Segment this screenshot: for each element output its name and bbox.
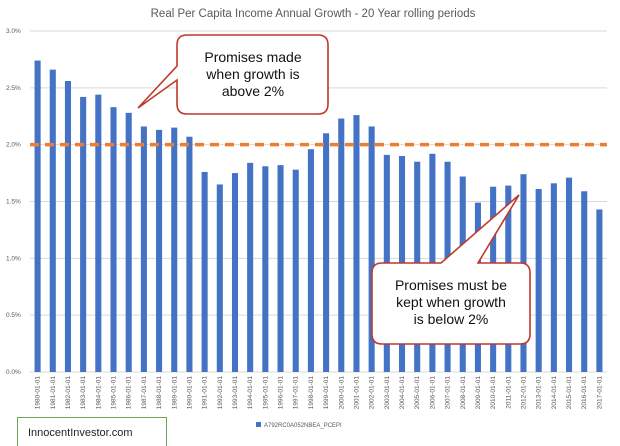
legend-swatch: [256, 422, 261, 427]
x-tick-label: 2008-01-01: [460, 376, 467, 410]
x-tick-label: 1991-01-01: [202, 376, 209, 410]
callout-top-line: when growth is: [206, 66, 300, 82]
x-tick-label: 1998-01-01: [308, 376, 315, 410]
bar: [277, 165, 284, 372]
bar: [596, 209, 603, 372]
x-tick-label: 2001-01-01: [353, 376, 360, 410]
x-tick-label: 1993-01-01: [232, 376, 239, 410]
x-tick-label: 1984-01-01: [95, 376, 102, 410]
callout-top-line: Promises made: [204, 49, 302, 65]
x-tick-label: 1994-01-01: [247, 376, 254, 410]
bar: [550, 183, 557, 372]
x-tick-label: 2014-01-01: [551, 376, 558, 410]
x-tick-label: 1995-01-01: [262, 376, 269, 410]
x-tick-label: 2002-01-01: [369, 376, 376, 410]
callout-top-shape: [137, 34, 329, 115]
credit-text: InnocentInvestor.com: [28, 427, 133, 439]
x-tick-label: 1999-01-01: [323, 376, 330, 410]
bar: [231, 173, 239, 372]
bar: [307, 149, 314, 372]
x-tick-label: 1980-01-01: [35, 376, 42, 410]
x-tick-label: 2007-01-01: [445, 376, 452, 410]
callout-top-line: above 2%: [221, 83, 285, 99]
x-tick-label: 2013-01-01: [536, 376, 543, 410]
chart-title: Real Per Capita Income Annual Growth - 2…: [151, 8, 476, 20]
callout-bottom-line: is below 2%: [413, 311, 489, 327]
bar: [292, 169, 299, 372]
callout-bottom-text: Promises must be kept when growth is bel…: [374, 277, 528, 328]
x-tick-label: 1989-01-01: [171, 376, 178, 410]
y-tick-label: 2.0%: [6, 142, 21, 149]
x-tick-label: 2000-01-01: [338, 376, 345, 410]
bar: [64, 81, 71, 372]
x-tick-label: 1986-01-01: [126, 376, 133, 410]
x-tick-label: 1981-01-01: [50, 376, 57, 410]
callout-bottom-shape: [371, 194, 531, 345]
bar: [262, 166, 269, 372]
x-tick-label: 1997-01-01: [293, 376, 300, 410]
y-tick-label: 1.0%: [6, 255, 21, 262]
bar: [338, 118, 345, 372]
callout-top-text: Promises made when growth is above 2%: [180, 49, 326, 100]
bar: [216, 184, 223, 372]
bar: [186, 136, 193, 372]
x-tick-label: 2005-01-01: [414, 376, 421, 410]
x-tick-label: 2006-01-01: [429, 376, 436, 410]
bar: [95, 94, 102, 373]
x-tick-label: 2004-01-01: [399, 376, 406, 410]
bar: [201, 171, 208, 372]
callout-top: [137, 34, 329, 115]
bar: [110, 107, 117, 372]
x-tick-label: 2017-01-01: [596, 376, 603, 410]
y-tick-label: 1.5%: [6, 199, 21, 206]
x-tick-label: 2016-01-01: [581, 376, 588, 410]
x-tick-label: 2010-01-01: [490, 376, 497, 410]
bar: [80, 96, 87, 372]
x-tick-label: 1988-01-01: [156, 376, 163, 410]
callout-bottom: [371, 194, 531, 345]
y-axis-ticks: 0.0% 0.5% 1.0% 1.5% 2.0% 2.5% 3.0%: [6, 28, 21, 376]
bar: [156, 129, 163, 372]
y-tick-label: 3.0%: [6, 28, 21, 35]
x-tick-label: 1992-01-01: [217, 376, 224, 410]
bar: [247, 162, 254, 372]
credit-box: InnocentInvestor.com: [17, 417, 167, 446]
x-tick-label: 2009-01-01: [475, 376, 482, 410]
y-tick-label: 0.0%: [6, 369, 21, 376]
legend: A792RC0A052NBEA_PCEPI: [256, 422, 342, 429]
x-tick-label: 2012-01-01: [520, 376, 527, 410]
x-tick-label: 1985-01-01: [111, 376, 118, 410]
callout-bottom-line: kept when growth: [396, 294, 506, 310]
x-tick-label: 1996-01-01: [278, 376, 285, 410]
x-tick-label: 1987-01-01: [141, 376, 148, 410]
bar: [368, 126, 375, 372]
bar: [171, 127, 178, 372]
x-tick-label: 1990-01-01: [186, 376, 193, 410]
bar: [125, 112, 132, 372]
y-tick-label: 2.5%: [6, 85, 21, 92]
x-tick-label: 1982-01-01: [65, 376, 72, 410]
x-tick-label: 2011-01-01: [505, 376, 512, 409]
bar: [34, 60, 41, 372]
bar: [49, 69, 56, 372]
x-axis-ticks: 1980-01-01 1981-01-01 1982-01-01 1983-01-01…: [35, 376, 604, 410]
bar: [353, 115, 360, 372]
callout-bottom-line: Promises must be: [394, 277, 508, 293]
bar: [566, 177, 573, 372]
bar: [323, 133, 330, 372]
x-tick-label: 2015-01-01: [566, 376, 573, 410]
bar: [535, 188, 542, 372]
x-tick-label: 1983-01-01: [80, 376, 87, 410]
legend-label: A792RC0A052NBEA_PCEPI: [264, 423, 342, 429]
bar: [581, 191, 588, 372]
y-tick-label: 0.5%: [6, 312, 21, 319]
bar: [140, 126, 147, 372]
x-tick-label: 2003-01-01: [384, 376, 391, 410]
